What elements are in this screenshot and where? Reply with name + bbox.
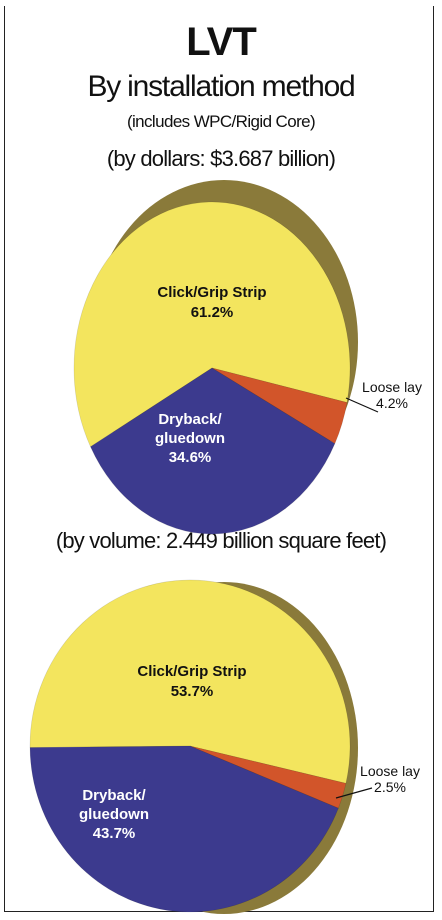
pie-dollars-leader-loose <box>345 397 379 413</box>
pie-volume-value-loose: 2.5% <box>374 779 406 795</box>
pie-volume: Click/Grip Strip 53.7% Dryback/ gluedown… <box>29 579 420 914</box>
chart-subtitle: By installation method <box>87 70 355 103</box>
chart-note: (includes WPC/Rigid Core) <box>126 112 316 131</box>
pie-dollars-label-dryback-2: gluedown <box>155 430 225 447</box>
pie-volume-value-click: 53.7% <box>171 683 214 700</box>
pie-volume-label-loose: Loose lay <box>360 763 420 779</box>
pie-volume-slice-dryback <box>29 745 339 913</box>
pie-dollars-value-click: 61.2% <box>191 304 234 321</box>
pie-dollars-slice-click <box>73 201 351 448</box>
chart-title: LVT <box>186 20 257 64</box>
pie-dollars-title: (by dollars: $3.687 billion) <box>106 146 336 171</box>
pie-dollars-label-click: Click/Grip Strip <box>157 284 266 301</box>
pie-volume-value-dryback: 43.7% <box>93 825 136 842</box>
pie-dollars-slice-loose <box>211 367 348 445</box>
pie-dollars-slice-dryback <box>90 367 336 535</box>
pie-volume-slice-click <box>29 579 351 784</box>
pie-dollars-value-loose: 4.2% <box>376 395 408 411</box>
pie-dollars-label-dryback-1: Dryback/ <box>158 411 222 428</box>
pie-volume-label-click: Click/Grip Strip <box>137 663 246 680</box>
pie-volume-label-dryback-2: gluedown <box>79 806 149 823</box>
pie-dollars-value-dryback: 34.6% <box>169 449 212 466</box>
pie-dollars: Click/Grip Strip 61.2% Dryback/ gluedown… <box>73 180 422 535</box>
pie-volume-label-dryback-1: Dryback/ <box>82 787 146 804</box>
pie-dollars-label-loose: Loose lay <box>362 379 422 395</box>
pie-volume-leader-loose <box>335 787 373 799</box>
